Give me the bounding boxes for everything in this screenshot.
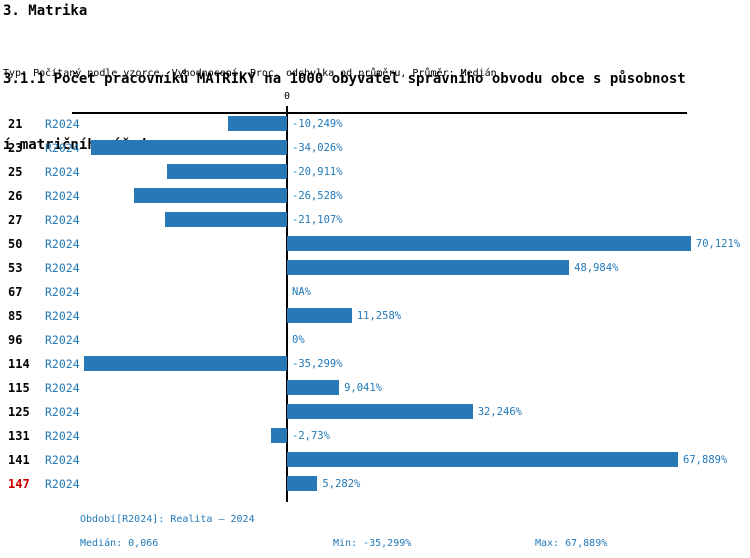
- row-category-label: 115: [8, 381, 30, 395]
- bar: [287, 452, 679, 467]
- row-category-label: 50: [8, 237, 23, 251]
- row-category-label: 114: [8, 357, 30, 371]
- row-category-label: 131: [8, 429, 30, 443]
- footer-median: Medián: 0,066: [80, 538, 159, 549]
- chart-row: 53 R2024 48,984%: [0, 256, 750, 280]
- row-series-label: R2024: [45, 453, 80, 467]
- bar: [287, 380, 340, 395]
- chart-row: 23 R2024 -34,026%: [0, 136, 750, 160]
- row-series-label: R2024: [45, 189, 80, 203]
- x-axis-top-line: [72, 112, 687, 114]
- chart-row: 50 R2024 70,121%: [0, 232, 750, 256]
- row-category-label: 147: [8, 477, 30, 491]
- section-title: 3. Matrika: [3, 3, 88, 19]
- bar-value-label: 5,282%: [322, 478, 361, 490]
- chart-row: 21 R2024 -10,249%: [0, 112, 750, 136]
- chart-title-line1: 3.1.1 Počet pracovníků MATRIKY na 1000 o…: [3, 71, 686, 87]
- bar-chart: 0 21 R2024 -10,249% 23 R2024 -34,026% 25 R2024 -…: [0, 91, 750, 502]
- chart-row: 114 R2024 -35,299%: [0, 352, 750, 376]
- bar: [271, 428, 287, 443]
- row-category-label: 53: [8, 261, 23, 275]
- row-series-label: R2024: [45, 261, 80, 275]
- bar-value-label: -26,528%: [292, 190, 343, 202]
- bar-value-label: 48,984%: [574, 262, 619, 274]
- bar-value-label: 0%: [292, 334, 305, 346]
- row-category-label: 125: [8, 405, 30, 419]
- chart-row: 141 R2024 67,889%: [0, 448, 750, 472]
- row-series-label: R2024: [45, 213, 80, 227]
- bar: [91, 140, 287, 155]
- row-series-label: R2024: [45, 117, 80, 131]
- bar: [227, 116, 287, 131]
- chart-subtitle: Typ: Počítaný podle vzorce, Vyhodnocení:…: [3, 68, 497, 79]
- chart-row: 96 R2024 0%: [0, 328, 750, 352]
- chart-row: 27 R2024 -21,107%: [0, 208, 750, 232]
- row-category-label: 85: [8, 309, 23, 323]
- chart-row: 115 R2024 9,041%: [0, 376, 750, 400]
- row-category-label: 27: [8, 213, 23, 227]
- row-series-label: R2024: [45, 333, 80, 347]
- row-category-label: 23: [8, 141, 23, 155]
- row-series-label: R2024: [45, 477, 80, 491]
- row-series-label: R2024: [45, 141, 80, 155]
- chart-row: 125 R2024 32,246%: [0, 400, 750, 424]
- chart-row: 85 R2024 11,258%: [0, 304, 750, 328]
- row-category-label: 21: [8, 117, 23, 131]
- bar: [287, 260, 570, 275]
- chart-row: 67 R2024 NA%: [0, 280, 750, 304]
- chart-row: 26 R2024 -26,528%: [0, 184, 750, 208]
- row-category-label: 96: [8, 333, 23, 347]
- bar: [166, 164, 287, 179]
- bar-value-label: -2,73%: [292, 430, 330, 442]
- bar-value-label: 11,258%: [356, 310, 402, 322]
- bar-value-label: 32,246%: [477, 406, 522, 418]
- row-series-label: R2024: [45, 285, 80, 299]
- row-category-label: 25: [8, 165, 23, 179]
- bar-value-label: -10,249%: [292, 118, 343, 130]
- zero-tick-label: 0: [283, 91, 291, 102]
- bar-value-label: -35,299%: [292, 358, 343, 370]
- row-series-label: R2024: [45, 237, 80, 251]
- row-category-label: 67: [8, 285, 23, 299]
- footer-max: Max: 67,889%: [535, 538, 608, 549]
- row-series-label: R2024: [45, 357, 80, 371]
- chart-row: 131 R2024 -2,73%: [0, 424, 750, 448]
- bar-value-label: NA%: [292, 286, 311, 298]
- bar: [287, 308, 352, 323]
- bar-value-label: -34,026%: [292, 142, 343, 154]
- bar: [287, 404, 473, 419]
- zero-axis-line: [286, 106, 288, 502]
- row-category-label: 26: [8, 189, 23, 203]
- bar: [134, 188, 287, 203]
- row-series-label: R2024: [45, 381, 80, 395]
- bar-value-label: 9,041%: [344, 382, 382, 394]
- bar-value-label: 70,121%: [695, 238, 741, 250]
- row-series-label: R2024: [45, 429, 80, 443]
- row-series-label: R2024: [45, 405, 80, 419]
- bar-value-label: -20,911%: [292, 166, 343, 178]
- row-series-label: R2024: [45, 309, 80, 323]
- bar: [165, 212, 287, 227]
- footer-period: Období[R2024]: Realita – 2024: [80, 514, 255, 525]
- bar: [83, 356, 287, 371]
- bar: [287, 476, 318, 491]
- chart-row: 25 R2024 -20,911%: [0, 160, 750, 184]
- bar: [287, 236, 691, 251]
- footer-min: Min: -35,299%: [333, 538, 412, 549]
- row-category-label: 141: [8, 453, 30, 467]
- bar-value-label: -21,107%: [292, 214, 343, 226]
- bar-value-label: 67,889%: [683, 454, 728, 466]
- row-series-label: R2024: [45, 165, 80, 179]
- chart-row: 147 R2024 5,282%: [0, 472, 750, 496]
